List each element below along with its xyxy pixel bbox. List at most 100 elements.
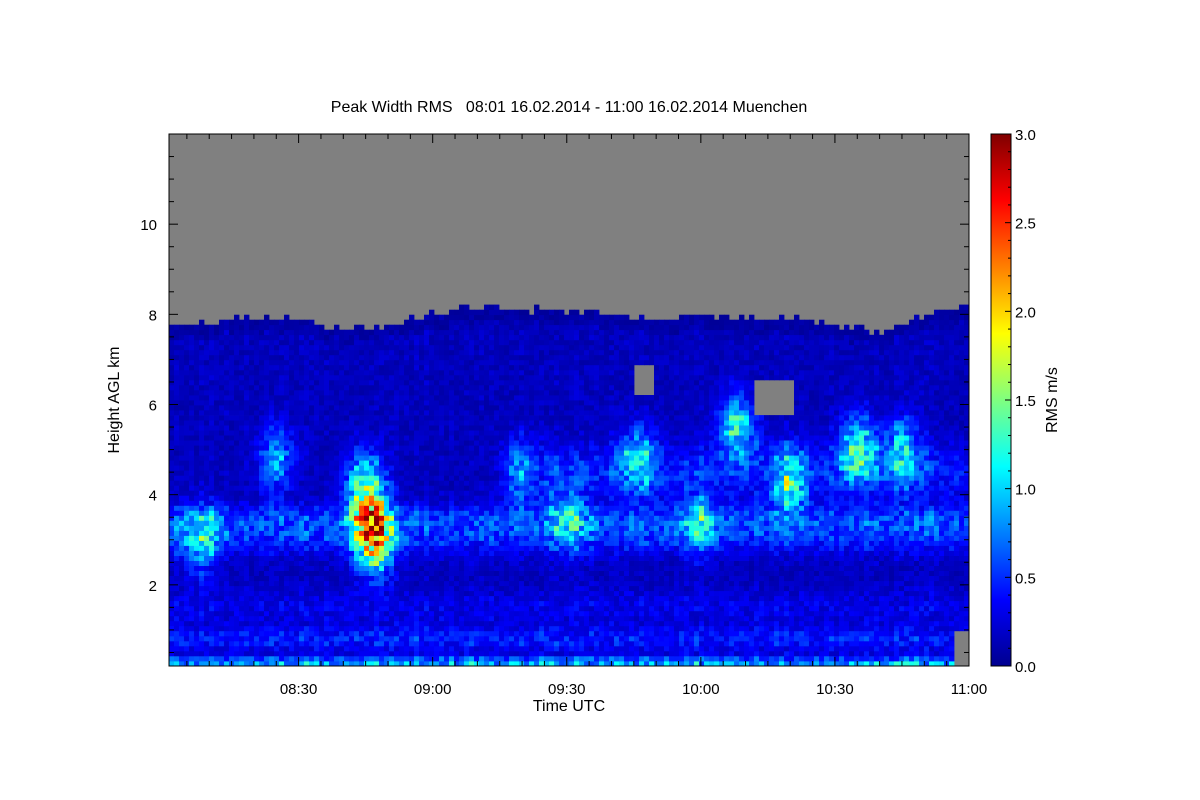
heatmap-cell — [469, 645, 475, 652]
heatmap-cell — [294, 410, 300, 416]
heatmap-cell — [339, 590, 345, 597]
heatmap-cell — [364, 450, 370, 456]
heatmap-cell — [524, 505, 530, 511]
heatmap-cell — [479, 485, 485, 491]
heatmap-cell — [519, 354, 525, 361]
heatmap-cell — [189, 390, 195, 396]
heatmap-cell — [274, 635, 280, 642]
heatmap-cell — [234, 390, 240, 396]
heatmap-cell — [174, 520, 180, 526]
heatmap-cell — [239, 354, 245, 361]
heatmap-cell — [334, 390, 340, 396]
heatmap-cell — [319, 515, 325, 521]
heatmap-cell — [229, 369, 235, 376]
heatmap-cell — [324, 575, 330, 582]
heatmap-cell — [524, 565, 530, 571]
heatmap-cell — [459, 405, 465, 411]
heatmap-cell — [179, 550, 185, 556]
heatmap-cell — [249, 620, 255, 627]
heatmap-cell — [199, 359, 205, 366]
heatmap-cell — [174, 400, 180, 406]
heatmap-cell — [509, 625, 515, 632]
heatmap-cell — [239, 425, 245, 431]
heatmap-cell — [259, 505, 265, 511]
heatmap-cell — [464, 500, 470, 506]
heatmap-cell — [209, 339, 215, 346]
heatmap-cell — [294, 390, 300, 396]
heatmap-cell — [339, 400, 345, 406]
heatmap-cell — [364, 455, 370, 461]
heatmap-cell — [194, 515, 200, 521]
heatmap-cell — [349, 520, 355, 526]
heatmap-cell — [174, 359, 180, 366]
heatmap-cell — [469, 465, 475, 471]
heatmap-cell — [174, 550, 180, 556]
heatmap-cell — [294, 656, 300, 662]
heatmap-cell — [349, 329, 355, 336]
heatmap-cell — [364, 565, 370, 571]
heatmap-cell — [364, 329, 370, 336]
heatmap-cell — [309, 445, 315, 451]
heatmap-cell — [239, 535, 245, 541]
heatmap-cell — [269, 465, 275, 471]
heatmap-cell — [439, 635, 445, 642]
heatmap-cell — [414, 570, 420, 576]
heatmap-cell — [449, 354, 455, 361]
heatmap-cell — [289, 435, 295, 441]
heatmap-cell — [244, 635, 250, 642]
heatmap-cell — [484, 645, 490, 652]
heatmap-cell — [359, 661, 365, 667]
heatmap-cell — [339, 505, 345, 511]
heatmap-cell — [284, 445, 290, 451]
heatmap-cell — [324, 390, 330, 396]
heatmap-cell — [489, 435, 495, 441]
heatmap-cell — [324, 505, 330, 511]
heatmap-cell — [239, 410, 245, 416]
heatmap-cell — [519, 395, 525, 401]
heatmap-cell — [399, 620, 405, 627]
heatmap-cell — [209, 590, 215, 597]
heatmap-cell — [184, 650, 190, 657]
heatmap-cell — [179, 635, 185, 642]
heatmap-cell — [254, 379, 260, 386]
heatmap-cell — [309, 575, 315, 582]
heatmap-cell — [344, 384, 350, 391]
heatmap-cell — [519, 344, 525, 351]
heatmap-cell — [384, 595, 390, 602]
heatmap-cell — [179, 369, 185, 376]
heatmap-cell — [469, 635, 475, 642]
heatmap-cell — [389, 645, 395, 652]
heatmap-cell — [459, 610, 465, 617]
heatmap-cell — [369, 395, 375, 401]
heatmap-cell — [219, 490, 225, 496]
heatmap-cell — [474, 445, 480, 451]
heatmap-cell — [304, 319, 310, 326]
heatmap-cell — [384, 480, 390, 486]
heatmap-cell — [354, 540, 360, 546]
heatmap-cell — [489, 520, 495, 526]
heatmap-cell — [254, 455, 260, 461]
heatmap-cell — [464, 344, 470, 351]
heatmap-cell — [454, 640, 460, 647]
heatmap-cell — [514, 445, 520, 451]
heatmap-cell — [374, 359, 380, 366]
heatmap-cell — [429, 470, 435, 476]
heatmap-cell — [499, 560, 505, 566]
heatmap-cell — [399, 640, 405, 647]
heatmap-cell — [524, 374, 530, 381]
heatmap-cell — [429, 605, 435, 612]
heatmap-cell — [244, 650, 250, 657]
heatmap-cell — [239, 374, 245, 381]
heatmap-cell — [279, 530, 285, 536]
heatmap-cell — [289, 450, 295, 456]
heatmap-cell — [289, 580, 295, 587]
heatmap-cell — [434, 565, 440, 571]
heatmap-cell — [424, 410, 430, 416]
heatmap-cell — [414, 480, 420, 486]
heatmap-cell — [219, 550, 225, 556]
heatmap-cell — [499, 384, 505, 391]
heatmap-cell — [364, 475, 370, 481]
heatmap-cell — [484, 525, 490, 531]
heatmap-cell — [499, 349, 505, 356]
heatmap-cell — [274, 515, 280, 521]
